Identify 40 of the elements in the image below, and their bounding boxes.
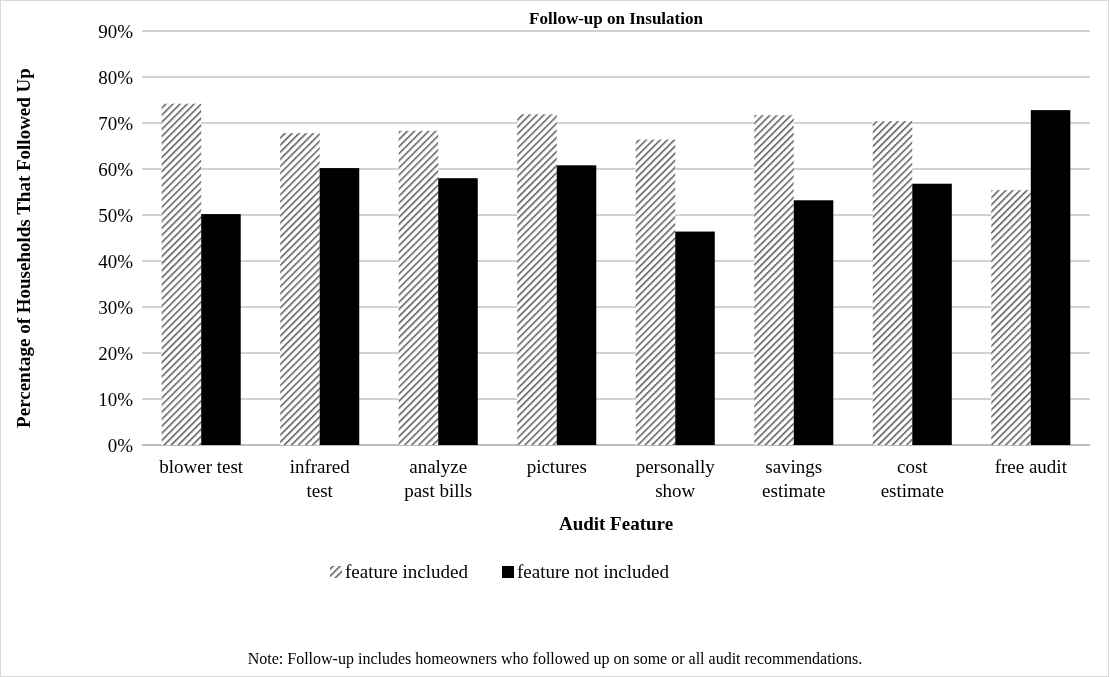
x-tick-label: savings estimate [762, 456, 826, 501]
bar [319, 168, 360, 445]
chart-title: Follow-up on Insulation [529, 9, 704, 28]
bar [201, 214, 241, 445]
bar [1030, 110, 1071, 445]
y-axis-title: Percentage of Households That Followed Up [13, 68, 34, 428]
y-tick-label: 10% [98, 388, 134, 410]
bar [912, 183, 952, 445]
x-tick-label: pictures [526, 456, 587, 477]
bar [754, 115, 794, 445]
x-tick-label: free audit [994, 456, 1068, 477]
text: Note: Follow-up includes homeowners who followed up on some or all audit recommendations. [247, 650, 863, 668]
bar [635, 139, 676, 445]
y-tick-label: 0% [107, 434, 134, 456]
bar [793, 200, 834, 445]
x-tick-label: infrared test [289, 456, 351, 501]
y-tick-label: 50% [98, 204, 134, 226]
y-tick-label: 80% [98, 66, 134, 88]
x-tick-label: personally show [635, 456, 716, 501]
x-tick-label: blower test [159, 456, 244, 477]
bar [991, 190, 1031, 445]
legend-label: feature not included [517, 561, 670, 582]
bar [872, 121, 913, 445]
bar [517, 114, 557, 445]
y-tick-label: 20% [98, 342, 134, 364]
x-tick-label: analyze past bills [404, 456, 473, 501]
bar [398, 130, 439, 445]
x-tick-label: cost estimate [880, 456, 944, 501]
legend-label: feature included [345, 561, 469, 582]
bar [280, 133, 320, 445]
x-axis-title: Audit Feature [558, 513, 674, 534]
y-tick-label: 40% [98, 250, 134, 272]
bar [438, 178, 478, 445]
y-tick-label: 90% [98, 20, 134, 42]
y-tick-label: 30% [98, 296, 134, 318]
bar [556, 165, 597, 445]
bar [161, 103, 202, 445]
bar [675, 231, 715, 445]
y-tick-label: 70% [98, 112, 134, 134]
y-tick-label: 60% [98, 158, 134, 180]
